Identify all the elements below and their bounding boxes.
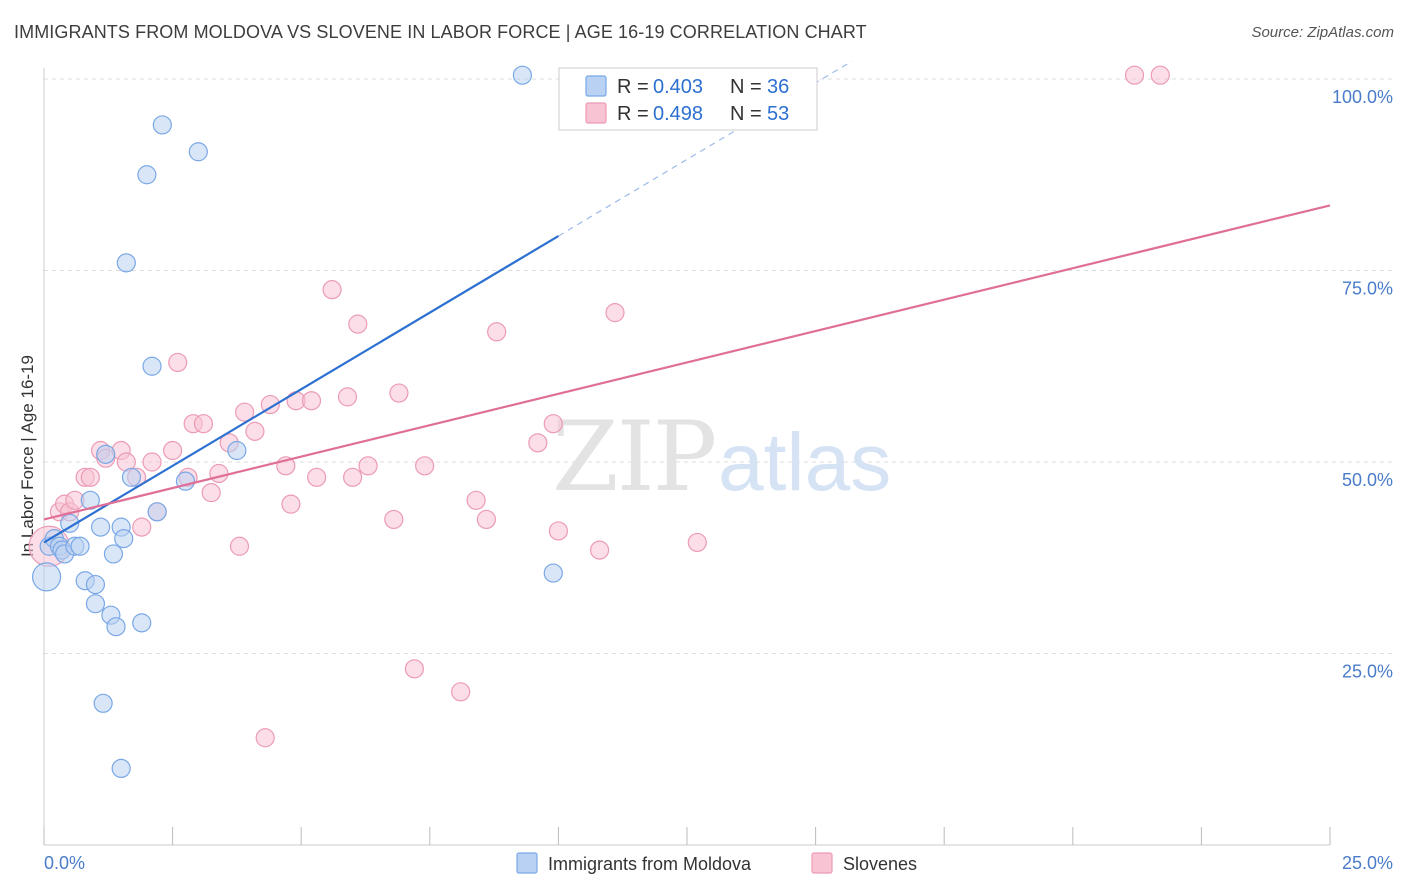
slovenes-point [528,433,548,453]
y-tick-label: 100.0% [1332,87,1393,107]
slovenes-point [322,280,342,300]
slovenes-point [348,314,368,334]
y-tick-label: 75.0% [1342,279,1393,299]
chart-title: IMMIGRANTS FROM MOLDOVA VS SLOVENE IN LA… [14,22,867,42]
slovenes-point [255,728,275,748]
x-tick-label-max: 25.0% [1342,853,1393,873]
slovenes-point [142,452,162,472]
legend-n-value-1: 36 [767,76,789,98]
slovenes-point [193,414,214,434]
slovenes-point [209,463,229,484]
slovenes-point [358,456,378,476]
x-tick-labels: 0.0% 25.0% [44,853,1393,873]
moldova-point [80,490,100,510]
series-legend: Immigrants from Moldova Slovenes [516,852,917,874]
slovenes-point [229,536,250,556]
moldova-point [103,544,124,564]
gridlines [44,78,1395,654]
slovenes-point [476,509,496,530]
slovenes-point [543,414,563,434]
slovenes-point [245,421,265,441]
moldova-point [142,356,162,376]
moldova-trend-line-extension [558,60,852,237]
moldova-point [188,142,208,162]
y-tick-label: 25.0% [1342,662,1393,682]
slovenes-point [487,322,507,342]
moldova-point [106,617,126,637]
moldova-trend-line [43,235,559,544]
moldova-point [512,65,532,85]
slovenes-point [589,540,610,560]
slovenes-point [1150,65,1170,85]
slovenes-point [548,521,569,541]
axes [43,68,1331,846]
slovenes-point [466,490,486,510]
bottom-legend-swatch-slovenes [811,852,833,874]
moldova-point [121,467,142,487]
slovenes-point [132,517,152,537]
slovenes-point [415,456,435,476]
slovenes-point [404,659,424,679]
moldova-point [147,502,167,522]
slovenes-point [337,387,358,407]
slovenes-point [384,509,404,530]
y-tick-label: 50.0% [1342,470,1393,490]
legend-swatch-slovenes [585,102,607,124]
moldova-point [543,563,563,583]
moldova-point [132,613,152,633]
trend-lines [43,60,1331,544]
bottom-legend-label-slovenes: Slovenes [843,854,917,874]
watermark-atlas: atlas [718,417,891,508]
moldova-point [93,693,113,713]
legend-n-label-1: N = [730,76,762,98]
slovenes-point [343,467,363,487]
slovenes-point [168,352,188,373]
watermark: ZIP atlas [552,401,891,513]
legend-n-value-2: 53 [767,103,789,125]
correlation-legend: R = 0.403 N = 36 R = 0.498 N = 53 [558,67,818,131]
slovenes-point [201,483,221,503]
moldova-point [90,517,111,537]
legend-swatch-moldova [585,75,607,97]
moldova-point [116,253,136,273]
moldova-point [111,758,131,779]
legend-r-label-1: R = [617,76,649,98]
slovenes-point [301,391,322,411]
moldova-point [227,440,247,461]
slovenes-point [389,383,409,403]
slovenes-point [1124,65,1145,85]
series-moldova-points [31,65,563,779]
slovenes-point [605,303,625,323]
moldova-point [137,165,157,185]
legend-r-label-2: R = [617,103,649,125]
moldova-point [85,594,106,614]
slovenes-point [80,467,100,487]
x-tick-label-min: 0.0% [44,853,85,873]
slovenes-point [281,494,301,514]
bottom-legend-swatch-moldova [516,852,538,874]
bottom-legend-label-moldova: Immigrants from Moldova [548,854,752,874]
y-tick-labels: 25.0% 50.0% 75.0% 100.0% [1332,87,1393,682]
chart-source: Source: ZipAtlas.com [1251,24,1394,41]
legend-r-value-1: 0.403 [653,76,703,98]
moldova-point [114,528,134,549]
watermark-zip: ZIP [552,401,715,513]
slovenes-point [163,440,183,461]
legend-n-label-2: N = [730,103,762,125]
slovenes-point [235,402,255,422]
moldova-point [152,115,172,135]
slovenes-point [687,532,707,553]
moldova-point [70,536,90,556]
moldova-point [96,444,116,464]
slovenes-point [451,682,471,702]
moldova-point [85,574,106,595]
moldova-point [31,562,62,592]
slovenes-trend-line [43,204,1331,521]
legend-r-value-2: 0.498 [653,103,703,125]
slovenes-point [307,467,327,487]
